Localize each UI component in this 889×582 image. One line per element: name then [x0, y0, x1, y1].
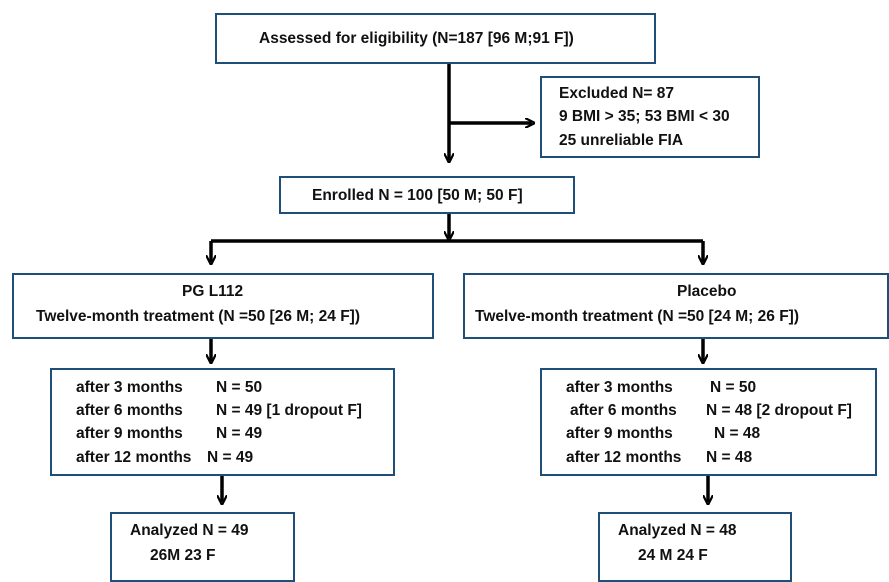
analyzed-count-left: Analyzed N = 49 — [130, 522, 249, 539]
treatment-box-left: PG L112 Twelve-month treatment (N =50 [2… — [12, 273, 434, 339]
followup-box-left: after 3 months N = 50 after 6 months N =… — [50, 368, 395, 476]
analyzed-split-right: 24 M 24 F — [638, 547, 708, 564]
excluded-title: Excluded N= 87 — [559, 85, 675, 102]
followup-result-left-3m: N = 50 — [216, 379, 263, 396]
enrolled-box: Enrolled N = 100 [50 M; 50 F] — [279, 176, 575, 214]
followup-result-right-12m: N = 48 — [706, 449, 753, 466]
followup-period-right-3m: after 3 months — [566, 379, 673, 396]
analyzed-count-right: Analyzed N = 48 — [618, 522, 737, 539]
excluded-box: Excluded N= 87 9 BMI > 35; 53 BMI < 30 2… — [540, 76, 760, 158]
treatment-text-left: Twelve-month treatment (N =50 [26 M; 24 … — [36, 308, 360, 325]
followup-period-right-6m: after 6 months — [570, 402, 677, 419]
followup-period-right-12m: after 12 months — [566, 449, 682, 466]
excluded-unreliable-fia: 25 unreliable FIA — [559, 132, 684, 149]
eligibility-box: Assessed for eligibility (N=187 [96 M;91… — [215, 13, 656, 64]
followup-result-right-3m: N = 50 — [710, 379, 757, 396]
arm-name-left: PG L112 — [182, 283, 244, 300]
followup-box-right: after 3 months N = 50 after 6 months N =… — [540, 368, 877, 476]
followup-result-right-9m: N = 48 — [714, 425, 761, 442]
analyzed-box-left: Analyzed N = 49 26M 23 F — [110, 512, 295, 582]
enrolled-text: Enrolled N = 100 [50 M; 50 F] — [312, 187, 523, 204]
followup-period-left-9m: after 9 months — [76, 425, 183, 442]
analyzed-split-left: 26M 23 F — [150, 547, 216, 564]
arm-name-right: Placebo — [677, 283, 737, 300]
followup-period-right-9m: after 9 months — [566, 425, 673, 442]
followup-result-right-6m: N = 48 [2 dropout F] — [706, 402, 852, 419]
analyzed-box-right: Analyzed N = 48 24 M 24 F — [598, 512, 792, 582]
treatment-text-right: Twelve-month treatment (N =50 [24 M; 26 … — [475, 308, 799, 325]
followup-result-left-6m: N = 49 [1 dropout F] — [216, 402, 362, 419]
followup-period-left-3m: after 3 months — [76, 379, 183, 396]
followup-result-left-12m: N = 49 — [207, 449, 254, 466]
followup-period-left-6m: after 6 months — [76, 402, 183, 419]
followup-period-left-12m: after 12 months — [76, 449, 192, 466]
followup-result-left-9m: N = 49 — [216, 425, 263, 442]
excluded-bmi-criteria: 9 BMI > 35; 53 BMI < 30 — [559, 108, 730, 125]
eligibility-text: Assessed for eligibility (N=187 [96 M;91… — [259, 30, 574, 47]
treatment-box-right: Placebo Twelve-month treatment (N =50 [2… — [463, 273, 889, 339]
